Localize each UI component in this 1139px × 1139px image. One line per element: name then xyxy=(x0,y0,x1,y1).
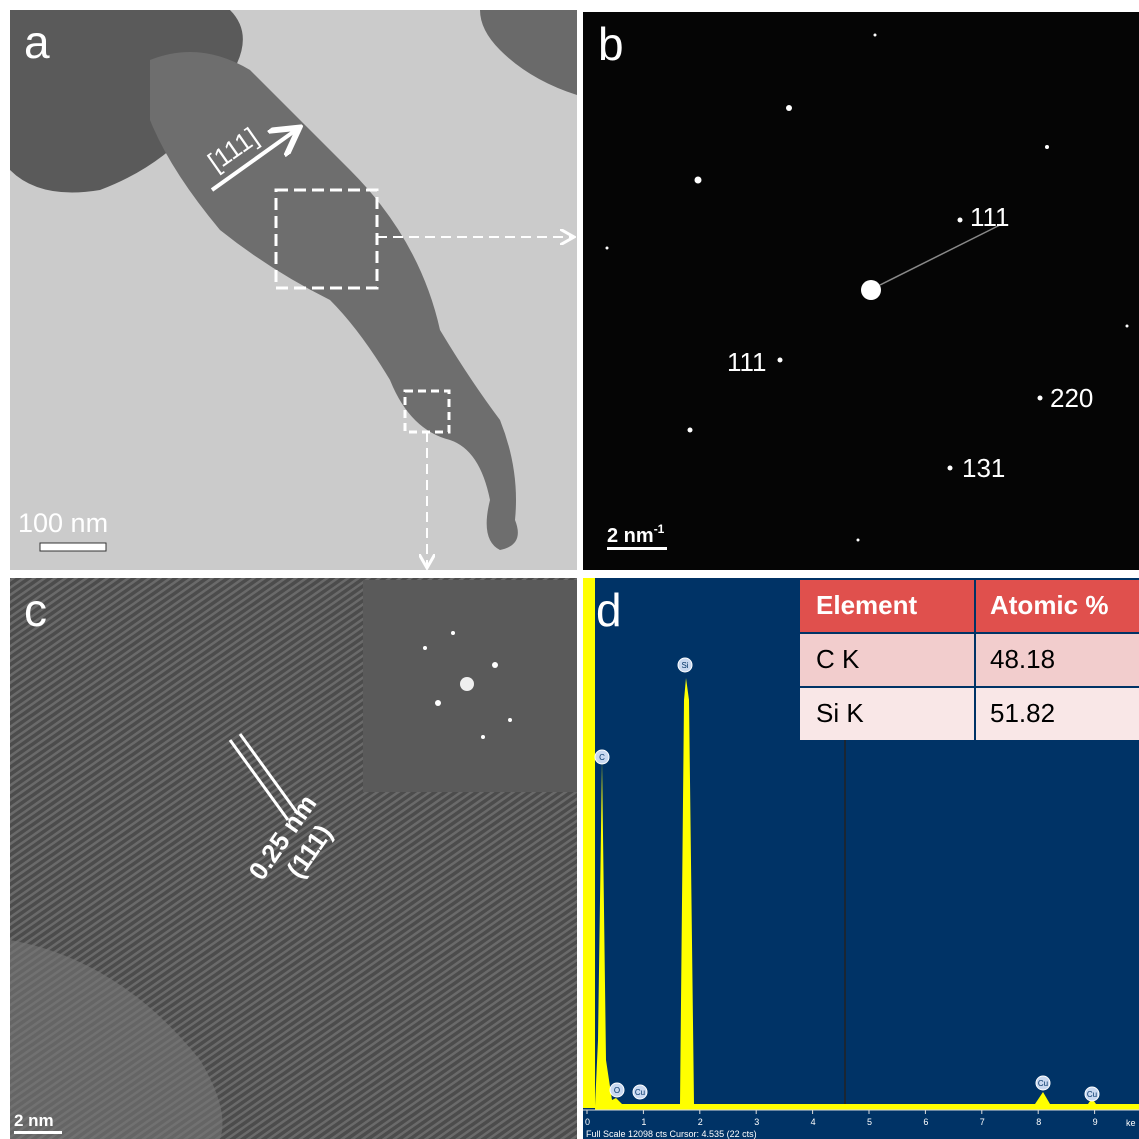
x-unit: ke xyxy=(1126,1118,1136,1128)
panel-d: Element Atomic % C K 48.18 Si K 51.82 d … xyxy=(583,578,1139,1139)
spot-label: 111 xyxy=(727,347,767,377)
table-cell-text: C K xyxy=(816,644,860,674)
scale-bar-label: 2 nm xyxy=(14,1111,54,1130)
x-tick-label: 7 xyxy=(980,1117,985,1127)
panel-background xyxy=(583,12,1139,570)
scale-bar xyxy=(607,547,667,550)
scale-bar-label: 100 nm xyxy=(18,508,108,538)
x-tick-label: 8 xyxy=(1036,1117,1041,1127)
panel-c: 0.25 nm (111) c 2 nm xyxy=(10,578,577,1139)
scale-bar xyxy=(14,1131,62,1134)
spectrum-edge xyxy=(583,578,595,1108)
peak-label: Cu xyxy=(1038,1079,1048,1088)
scale-bar-text: 2 nm xyxy=(607,525,654,547)
table-header: Atomic % xyxy=(990,590,1108,620)
x-tick-label: 6 xyxy=(923,1117,928,1127)
x-tick-label: 4 xyxy=(811,1117,816,1127)
panel-label: c xyxy=(24,584,47,636)
table-cell-text: 48.18 xyxy=(990,644,1055,674)
peak-label: Cu xyxy=(635,1088,645,1097)
peak-label: O xyxy=(614,1086,620,1095)
x-tick-label: 5 xyxy=(867,1117,872,1127)
peak-label: Cu xyxy=(1087,1090,1097,1099)
figure: [111] a 100 nm 111 111 220 131 b 2 nm-1 xyxy=(0,0,1139,1139)
spot-label: 111 xyxy=(970,202,1010,232)
table-header: Element xyxy=(816,590,917,620)
peak-label: Si xyxy=(681,661,688,670)
footer: Full Scale 12098 cts Cursor: 4.535 (22 c… xyxy=(586,1129,757,1139)
panel-label: d xyxy=(596,584,622,636)
scale-bar-exponent: -1 xyxy=(654,522,665,536)
panel-label: a xyxy=(24,16,50,68)
x-tick-label: 9 xyxy=(1093,1117,1098,1127)
x-tick-label: 0 xyxy=(585,1117,590,1127)
x-tick-label: 1 xyxy=(641,1117,646,1127)
x-tick-label: 2 xyxy=(698,1117,703,1127)
spot-label: 220 xyxy=(1050,383,1093,413)
panel-label: b xyxy=(598,18,624,70)
scale-bar xyxy=(40,543,106,551)
x-tick-label: 3 xyxy=(754,1117,759,1127)
table-cell-text: 51.82 xyxy=(990,698,1055,728)
peak-label: C xyxy=(599,753,605,762)
panel-b: 111 111 220 131 b 2 nm-1 xyxy=(583,12,1139,570)
table-cell-text: Si K xyxy=(816,698,864,728)
spot-label: 131 xyxy=(962,453,1005,483)
panel-a: [111] a 100 nm xyxy=(10,10,577,570)
